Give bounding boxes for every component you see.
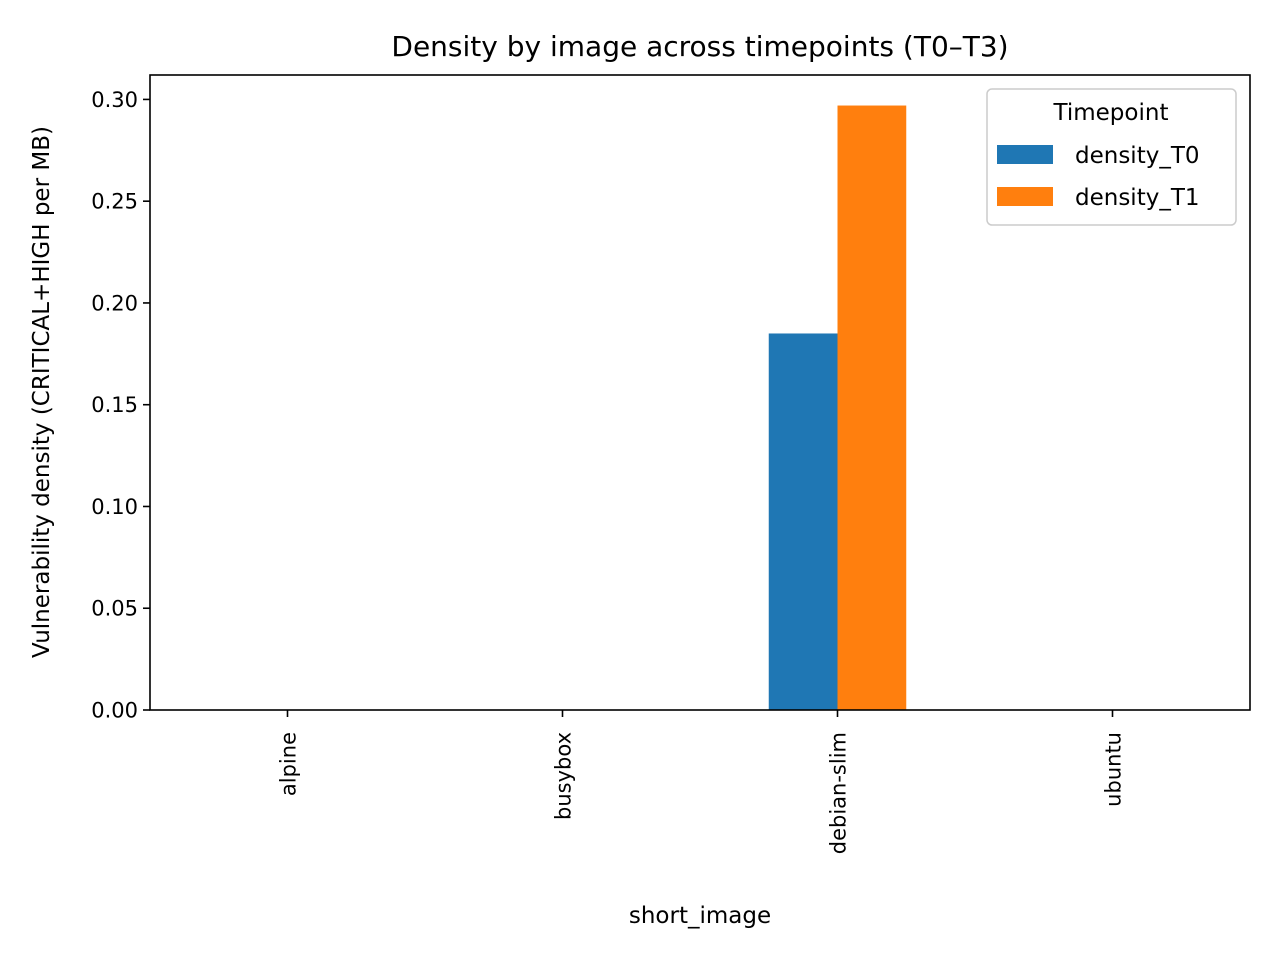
- bars-group: [768, 105, 907, 710]
- legend-swatch-density_T0: [997, 145, 1053, 164]
- x-axis: alpine busybox debian-slim ubuntu: [277, 710, 1126, 854]
- y-tick-label: 0.25: [91, 190, 138, 214]
- y-axis-label: Vulnerability density (CRITICAL+HIGH per…: [29, 126, 55, 658]
- legend-title: Timepoint: [1053, 100, 1169, 126]
- x-tick-label: alpine: [277, 732, 301, 796]
- bar-density_T0-debian-slim: [768, 333, 838, 710]
- y-tick-label: 0.05: [91, 597, 138, 621]
- chart-title: Density by image across timepoints (T0–T…: [391, 30, 1008, 63]
- y-tick-label: 0.15: [91, 393, 138, 417]
- legend: Timepoint density_T0 density_T1: [986, 88, 1237, 226]
- y-tick-label: 0.30: [91, 88, 138, 112]
- legend-label-density_T1: density_T1: [1075, 185, 1200, 211]
- y-axis: 0.00 0.05 0.10 0.15 0.20 0.25 0.30: [91, 88, 150, 723]
- x-axis-label: short_image: [629, 903, 771, 929]
- x-tick-label: debian-slim: [827, 732, 851, 854]
- bar-density_T1-debian-slim: [837, 105, 907, 710]
- x-tick-label: busybox: [552, 732, 576, 820]
- x-tick-label: ubuntu: [1102, 732, 1126, 807]
- plot-frame: [149, 74, 1251, 711]
- legend-swatch-density_T1: [997, 187, 1053, 206]
- y-tick-label: 0.10: [91, 495, 138, 519]
- y-tick-label: 0.00: [91, 699, 138, 723]
- legend-label-density_T0: density_T0: [1075, 143, 1200, 169]
- y-tick-label: 0.20: [91, 291, 138, 315]
